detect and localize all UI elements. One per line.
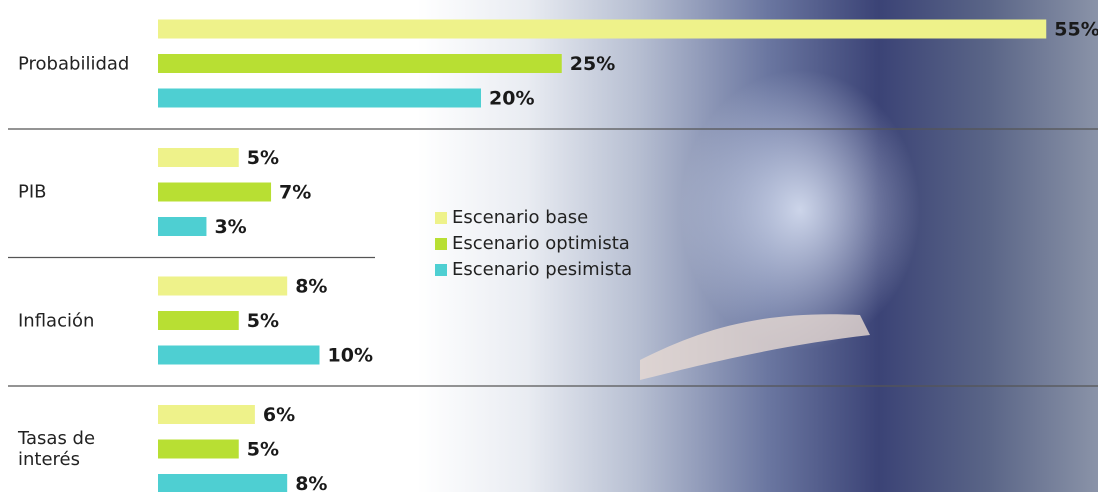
legend-label: Escenario pesimista: [452, 259, 632, 280]
bar: [158, 182, 272, 202]
value-label: 55%: [1054, 19, 1098, 41]
bar: [158, 217, 207, 236]
value-label: 7%: [279, 182, 311, 204]
value-label: 5%: [247, 147, 279, 169]
bar: [158, 148, 239, 167]
bar: [158, 311, 239, 330]
value-label: 5%: [247, 439, 279, 461]
legend-swatch: [435, 238, 447, 250]
category-label: Tasas de interés: [18, 428, 96, 470]
bar: [158, 405, 255, 424]
bar: [158, 474, 288, 492]
value-label: 25%: [570, 53, 615, 75]
value-label: 6%: [263, 404, 295, 426]
legend-swatch: [435, 212, 447, 224]
legend-label: Escenario base: [452, 207, 588, 228]
bar: [158, 345, 320, 365]
category-label: Probabilidad: [18, 53, 130, 74]
value-label: 20%: [489, 88, 534, 110]
category-label: PIB: [18, 181, 47, 203]
bar: [158, 439, 239, 459]
value-label: 8%: [295, 473, 327, 492]
value-label: 3%: [214, 216, 246, 238]
category-label: Inflación: [18, 310, 95, 331]
bar: [158, 19, 1047, 39]
bar: [158, 54, 562, 73]
value-label: 10%: [328, 345, 373, 367]
background-glow: [680, 70, 920, 350]
hand-shape: [640, 314, 870, 380]
legend-label: Escenario optimista: [452, 233, 630, 254]
value-label: 5%: [247, 310, 279, 332]
bar: [158, 88, 481, 108]
legend-swatch: [435, 264, 447, 276]
value-label: 8%: [295, 276, 327, 298]
bar: [158, 276, 288, 296]
